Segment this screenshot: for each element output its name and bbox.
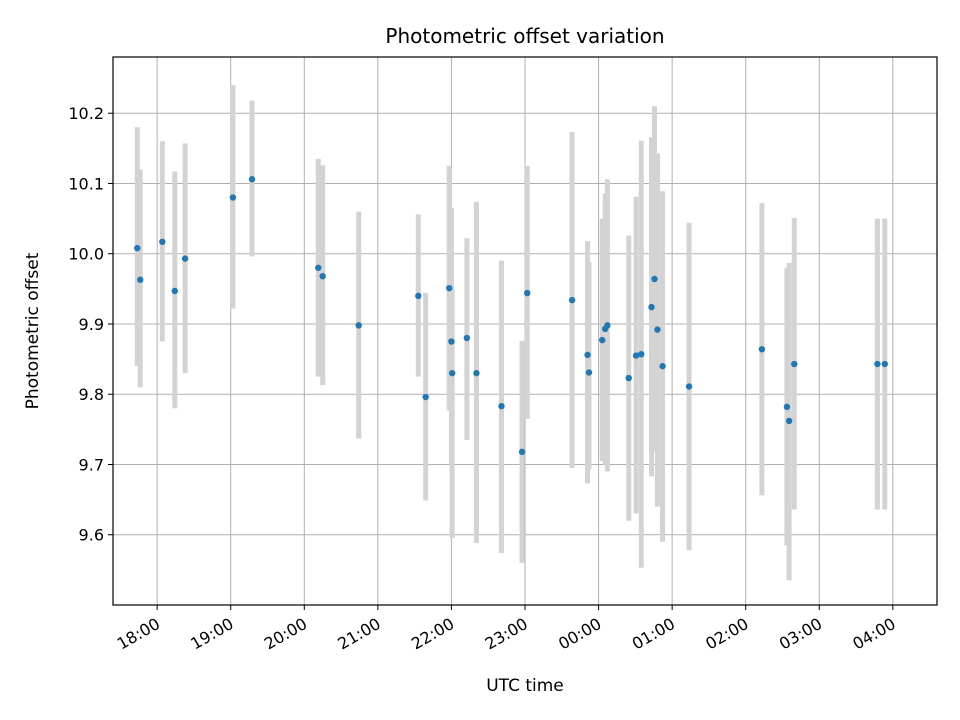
data-point: [632, 352, 640, 359]
data-point: [181, 255, 189, 262]
data-point: [134, 244, 141, 252]
data-point: [171, 287, 178, 295]
y-axis-title: Photometric offset: [23, 252, 43, 409]
data-point: [524, 289, 531, 297]
data-point: [448, 338, 455, 345]
data-point: [568, 296, 576, 304]
data-point: [473, 369, 480, 377]
y-tick-label: 10.1: [68, 174, 104, 193]
data-point: [137, 276, 144, 283]
data-point: [654, 326, 661, 333]
data-point: [659, 362, 666, 370]
x-axis-title: UTC time: [486, 676, 564, 696]
data-point: [874, 360, 881, 368]
data-point: [319, 273, 326, 280]
data-point: [783, 403, 791, 411]
data-point: [448, 369, 456, 377]
data-point: [584, 351, 591, 359]
chart-title: Photometric offset variation: [385, 24, 664, 48]
data-point: [159, 238, 166, 245]
data-point: [758, 346, 766, 353]
data-point: [604, 322, 611, 329]
data-point: [415, 292, 422, 300]
data-point: [585, 369, 593, 376]
y-tick-label: 9.7: [79, 455, 104, 474]
data-point: [785, 417, 793, 425]
y-tick-label: 10.0: [68, 245, 104, 264]
data-point: [651, 275, 658, 283]
data-points: [134, 176, 888, 456]
y-tick-label: 10.2: [68, 104, 104, 123]
data-point: [648, 303, 655, 311]
y-axis: 9.6 9.7 9.8 9.9 10.0 10.1 10.2: [68, 104, 113, 545]
data-point: [446, 284, 453, 292]
data-point: [422, 393, 429, 401]
data-point: [229, 194, 237, 201]
y-tick-label: 9.9: [79, 315, 104, 334]
data-point: [625, 374, 632, 382]
data-point: [463, 334, 471, 342]
data-point: [638, 350, 645, 358]
data-point: [355, 322, 362, 329]
data-point: [498, 402, 505, 410]
data-point: [248, 176, 256, 183]
y-tick-label: 9.8: [79, 385, 104, 404]
y-tick-label: 9.6: [79, 526, 104, 545]
data-point: [315, 264, 322, 271]
data-point: [599, 336, 606, 344]
data-point: [685, 383, 693, 390]
data-point: [518, 448, 526, 456]
data-point: [791, 360, 798, 368]
data-point: [881, 360, 888, 368]
